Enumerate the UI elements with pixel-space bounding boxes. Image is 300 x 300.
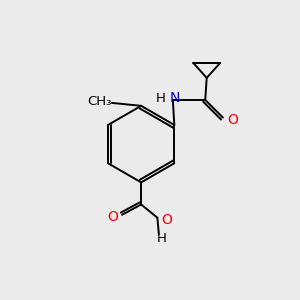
Text: O: O [161, 213, 172, 227]
Text: N: N [169, 91, 179, 105]
Text: H: H [155, 92, 165, 105]
Text: CH₃: CH₃ [87, 95, 112, 108]
Text: O: O [107, 210, 118, 224]
Text: O: O [227, 113, 238, 127]
Text: H: H [157, 232, 167, 245]
